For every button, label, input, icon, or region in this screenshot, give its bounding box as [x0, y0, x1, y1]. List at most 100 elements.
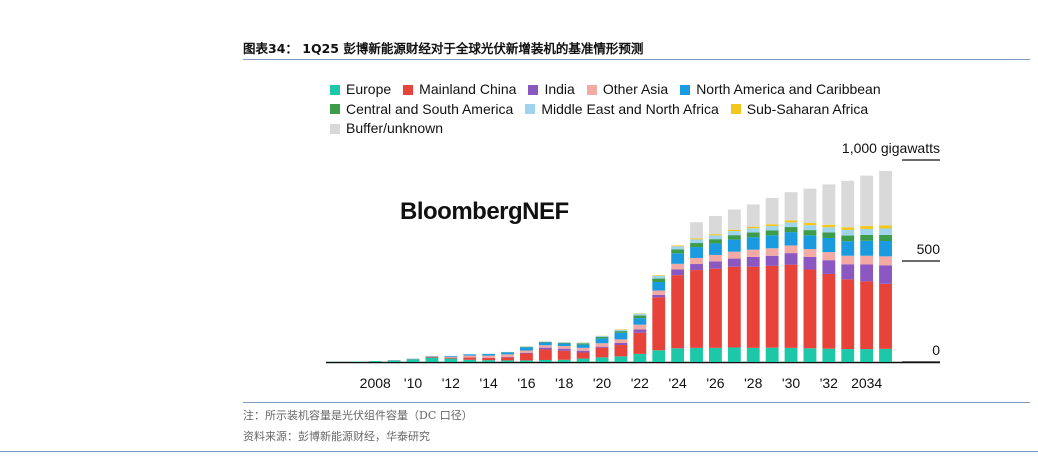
- bar-segment-buffer-unknown: [709, 215, 722, 235]
- bar-segment-middle-east-and-north-africa: [727, 231, 741, 236]
- bar-segment-sub-saharan-africa: [709, 234, 722, 236]
- bar-segment-india: [822, 260, 836, 274]
- bar-segment-north-america-and-caribbean: [709, 243, 722, 255]
- legend-item-middle-east-and-north-africa: Middle East and North Africa: [525, 100, 719, 119]
- bar-segment-north-america-and-caribbean: [784, 232, 798, 246]
- bloombergnef-watermark: BloombergNEF: [400, 198, 569, 225]
- bar-segment-mainland-china: [444, 357, 458, 359]
- x-tick-label: '24: [669, 375, 687, 391]
- bar-segment-other-asia: [841, 255, 855, 265]
- y-tick-label: 1,000 gigawatts: [842, 140, 940, 156]
- bar-segment-other-asia: [520, 350, 533, 353]
- bar-segment-mainland-china: [557, 350, 571, 360]
- x-tick-label: '12: [442, 375, 460, 391]
- bar-stack-2010: [406, 358, 420, 362]
- bar-segment-sub-saharan-africa: [822, 224, 836, 228]
- bar-segment-central-and-south-america: [803, 230, 817, 236]
- y-tick-label: 0: [932, 342, 940, 358]
- legend-swatch: [528, 84, 539, 95]
- bar-segment-india: [803, 256, 817, 270]
- legend-item-sub-saharan-africa: Sub-Saharan Africa: [730, 100, 868, 119]
- bar-segment-europe: [595, 357, 609, 362]
- bar-segment-buffer-unknown: [822, 184, 836, 225]
- legend-item-europe: Europe: [330, 80, 391, 99]
- bar-segment-mainland-china: [671, 275, 685, 349]
- legend-item-north-america-and-caribbean: North America and Caribbean: [680, 80, 881, 99]
- page-bottom-rule: [0, 451, 1038, 452]
- legend-label: Europe: [346, 81, 392, 97]
- bar-segment-north-america-and-caribbean: [879, 241, 892, 257]
- bar-segment-middle-east-and-north-africa: [709, 235, 722, 240]
- bar-segment-other-asia: [633, 324, 647, 330]
- bar-segment-india: [690, 264, 703, 271]
- bar-segment-middle-east-and-north-africa: [557, 342, 571, 343]
- bar-segment-other-asia: [501, 354, 514, 357]
- bar-segment-europe: [482, 360, 496, 362]
- bar-segment-middle-east-and-north-africa: [671, 246, 685, 250]
- bar-segment-europe: [690, 347, 703, 362]
- bar-segment-other-asia: [822, 252, 836, 261]
- bar-segment-other-asia: [482, 355, 496, 358]
- bar-segment-other-asia: [444, 356, 458, 358]
- bar-segment-north-america-and-caribbean: [671, 253, 685, 264]
- bar-segment-india: [520, 352, 533, 354]
- bar-stack-2011: [425, 355, 439, 362]
- bar-segment-other-asia: [671, 263, 685, 270]
- bar-segment-mainland-china: [463, 357, 477, 360]
- bar-segment-middle-east-and-north-africa: [746, 228, 760, 233]
- bar-segment-central-and-south-america: [765, 230, 779, 236]
- bar-stack-2012: [444, 355, 458, 362]
- bar-segment-europe: [501, 360, 514, 362]
- x-tick-label: '26: [706, 375, 724, 391]
- bar-segment-north-america-and-caribbean: [727, 239, 741, 252]
- bar-segment-central-and-south-america: [557, 342, 571, 344]
- bar-segment-middle-east-and-north-africa: [841, 229, 855, 236]
- bar-segment-buffer-unknown: [841, 180, 855, 228]
- bar-segment-europe: [671, 348, 685, 362]
- legend-label: Middle East and North Africa: [541, 100, 719, 117]
- bar-segment-middle-east-and-north-africa: [595, 335, 609, 337]
- bar-segment-mainland-china: [727, 266, 741, 348]
- legend-item-central-and-south-america: Central and South America: [330, 100, 513, 119]
- x-tick-label: 2034: [851, 375, 882, 391]
- bar-stack-2016: [520, 346, 533, 362]
- bar-segment-india: [860, 264, 874, 282]
- x-tick-label: '20: [593, 375, 611, 391]
- bar-segment-north-america-and-caribbean: [538, 342, 552, 346]
- legend-swatch: [586, 84, 597, 95]
- legend-label: North America and Caribbean: [696, 81, 881, 97]
- bar-segment-mainland-china: [822, 273, 836, 349]
- bar-segment-other-asia: [879, 256, 892, 266]
- bar-segment-central-and-south-america: [746, 232, 760, 238]
- bar-segment-north-america-and-caribbean: [652, 282, 666, 291]
- bar-segment-sub-saharan-africa: [652, 275, 666, 276]
- bar-segment-india: [576, 350, 590, 353]
- bar-segment-central-and-south-america: [614, 331, 628, 333]
- x-tick-label: '16: [517, 375, 535, 391]
- bar-segment-mainland-china: [803, 269, 817, 349]
- bar-segment-north-america-and-caribbean: [595, 338, 609, 344]
- bar-segment-india: [879, 265, 892, 284]
- bar-stack-2018: [557, 342, 571, 362]
- bar-segment-central-and-south-america: [671, 249, 685, 254]
- bar-segment-mainland-china: [709, 268, 722, 348]
- bar-segment-north-america-and-caribbean: [463, 354, 477, 356]
- bar-segment-europe: [444, 358, 458, 362]
- bar-segment-india: [784, 253, 798, 265]
- bar-segment-europe: [784, 347, 798, 362]
- bar-stack-2031: [803, 188, 817, 362]
- bar-stack-2027: [727, 209, 741, 362]
- bar-segment-india: [557, 348, 571, 351]
- bar-stack-2024: [671, 245, 685, 362]
- x-tick-label: '30: [782, 375, 800, 391]
- bar-segment-mainland-china: [614, 345, 628, 357]
- bar-segment-middle-east-and-north-africa: [803, 225, 817, 231]
- bar-segment-mainland-china: [765, 265, 779, 348]
- bar-segment-mainland-china: [860, 281, 874, 350]
- bar-segment-europe: [633, 353, 647, 362]
- bar-segment-central-and-south-america: [879, 234, 892, 241]
- bar-segment-india: [614, 343, 628, 346]
- figure-title: 图表34： 1Q25 彭博新能源财经对于全球光伏新增装机的基准情形预测: [243, 41, 644, 56]
- legend-label: Central and South America: [346, 100, 514, 117]
